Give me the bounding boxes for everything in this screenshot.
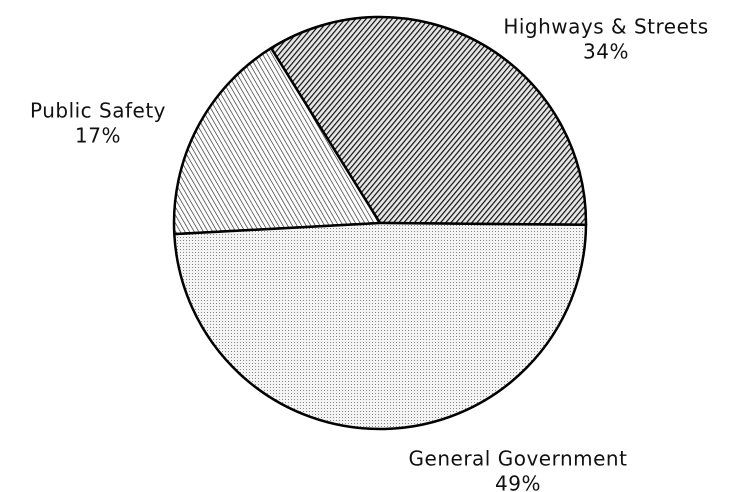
slice-label: Public Safety <box>30 99 166 123</box>
slice-value-label: 49% <box>495 472 541 492</box>
pie-slice <box>172 46 382 236</box>
slice-label: Highways & Streets <box>503 15 708 39</box>
slice-label: General Government <box>409 447 628 471</box>
pie-slice <box>173 221 588 431</box>
slice-value-label: 17% <box>75 124 121 148</box>
pie <box>172 15 588 431</box>
slice-value-label: 34% <box>583 40 629 64</box>
